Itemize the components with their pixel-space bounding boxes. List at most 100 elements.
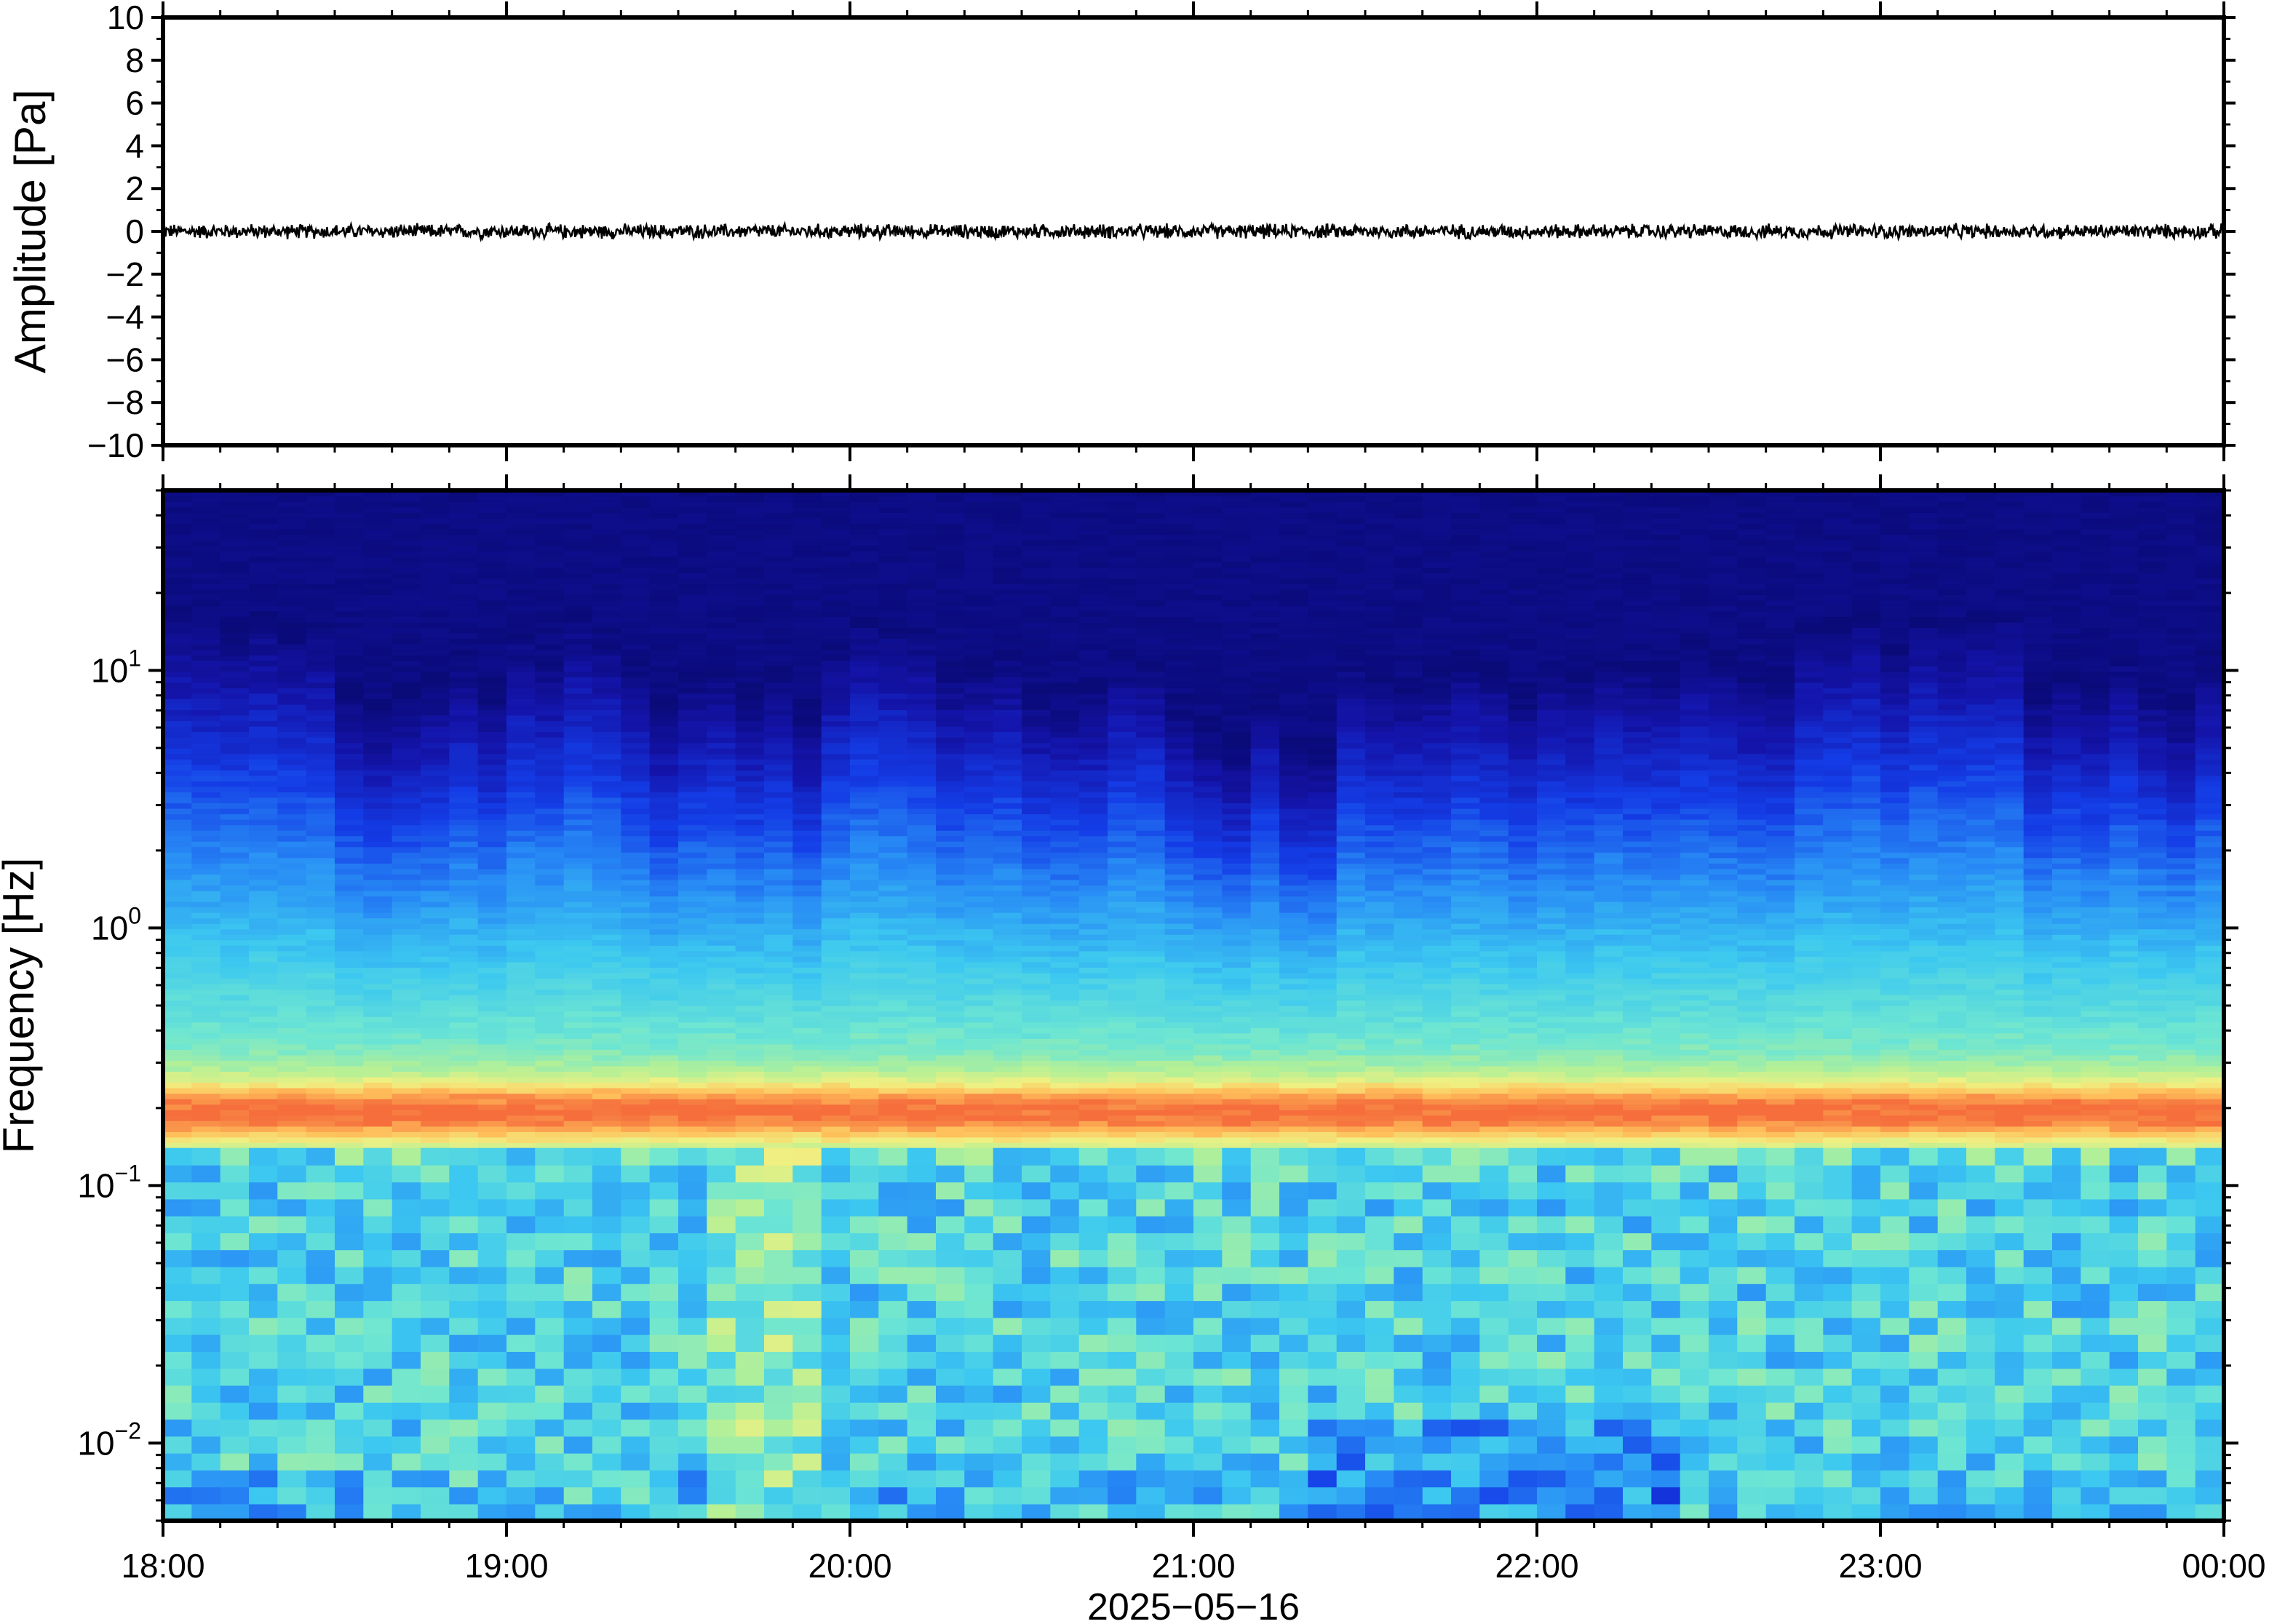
spectrogram-cell <box>421 677 450 683</box>
spectrogram-cell <box>1022 594 1052 601</box>
spectrogram-cell <box>649 1137 679 1143</box>
spectrogram-cell <box>964 501 994 508</box>
spectrogram-cell <box>907 950 937 957</box>
spectrogram-cell <box>535 1076 565 1083</box>
spectrogram-cell <box>621 1300 651 1318</box>
spectrogram-cell <box>220 610 250 617</box>
spectrogram-cell <box>306 857 335 864</box>
spectrogram-cell <box>449 512 479 519</box>
spectrogram-cell <box>907 967 937 974</box>
spectrogram-cell <box>764 923 794 930</box>
spectrogram-cell <box>792 1121 822 1127</box>
spectrogram-cell <box>707 792 736 798</box>
spectrogram-cell <box>964 1054 994 1061</box>
spectrogram-cell <box>477 868 507 875</box>
spectrogram-cell <box>735 764 765 771</box>
spectrogram-cell <box>363 1470 393 1488</box>
spectrogram-cell <box>592 829 622 837</box>
spectrogram-cell <box>1108 1137 1137 1143</box>
spectrogram-cell <box>163 1317 193 1335</box>
spectrogram-cell <box>506 989 536 995</box>
spectrogram-cell <box>191 819 221 826</box>
spectrogram-cell <box>506 1215 536 1233</box>
spectrogram-cell <box>1050 846 1080 853</box>
spectrogram-cell <box>392 983 421 990</box>
spectrogram-cell <box>277 682 307 688</box>
spectrogram-cell <box>363 490 393 497</box>
spectrogram-cell <box>621 775 651 781</box>
spectrogram-cell <box>993 808 1022 815</box>
spectrogram-cell <box>735 1087 765 1094</box>
spectrogram-cell <box>1136 1098 1166 1105</box>
spectrogram-cell <box>821 742 851 749</box>
spectrogram-cell <box>964 594 994 601</box>
spectrogram-cell <box>621 945 651 952</box>
spectrogram-cell <box>936 1104 966 1110</box>
spectrogram-cell <box>993 1054 1022 1061</box>
spectrogram-cell <box>392 693 421 699</box>
spectrogram-cell <box>707 1317 736 1335</box>
spectrogram-cell <box>249 1266 279 1284</box>
spectrogram-cell <box>649 1005 679 1012</box>
spectrogram-cell <box>392 1419 421 1437</box>
spectrogram-cell <box>1050 589 1080 595</box>
spectrogram-cell <box>249 1071 279 1078</box>
spectrogram-cell <box>449 666 479 672</box>
spectrogram-cell <box>277 720 307 727</box>
spectrogram-cell <box>363 1419 393 1437</box>
spectrogram-cell <box>649 846 679 853</box>
spectrogram-cell <box>335 868 365 875</box>
spectrogram-cell <box>220 1142 250 1149</box>
spectrogram-cell <box>1078 1115 1108 1121</box>
spectrogram-cell <box>1022 928 1052 935</box>
spectrogram-cell <box>850 1147 880 1166</box>
spectrogram-cell <box>449 928 479 935</box>
spectrogram-cell <box>850 715 880 722</box>
spectrogram-cell <box>1050 775 1080 781</box>
spectrogram-cell <box>964 1351 994 1369</box>
spectrogram-cell <box>1078 1065 1108 1072</box>
spectrogram-cell <box>477 923 507 930</box>
spectrogram-cell <box>392 1215 421 1233</box>
spectrogram-cell <box>964 567 994 573</box>
spectrogram-cell <box>506 928 536 935</box>
spectrogram-cell <box>964 994 994 1001</box>
spectrogram-cell <box>678 824 708 831</box>
spectrogram-cell <box>764 1486 794 1505</box>
spectrogram-cell <box>363 1385 393 1403</box>
spectrogram-cell <box>850 950 880 957</box>
spectrogram-cell <box>907 901 937 908</box>
spectrogram-cell <box>993 632 1022 640</box>
spectrogram-cell <box>764 589 794 595</box>
spectrogram-cell <box>477 808 507 815</box>
spectrogram-cell <box>535 584 565 590</box>
spectrogram-cell <box>792 1049 822 1056</box>
spectrogram-cell <box>592 649 622 656</box>
spectrogram-cell <box>277 610 307 617</box>
spectrogram-cell <box>1108 736 1137 744</box>
spectrogram-cell <box>1050 539 1080 546</box>
spectrogram-cell <box>191 939 221 946</box>
spectrogram-cell <box>993 978 1022 984</box>
spectrogram-cell <box>649 1104 679 1110</box>
spectrogram-cell <box>1022 1032 1052 1039</box>
spectrogram-cell <box>821 781 851 787</box>
spectrogram-cell <box>621 1419 651 1437</box>
spectrogram-cell <box>277 605 307 612</box>
spectrogram-cell <box>220 1115 250 1121</box>
spectrogram-cell <box>363 874 393 880</box>
spectrogram-cell <box>707 1351 736 1369</box>
spectrogram-cell <box>621 983 651 990</box>
spectrogram-cell <box>792 1385 822 1403</box>
spectrogram-cell <box>363 978 393 984</box>
spectrogram-cell <box>1108 731 1137 738</box>
spectrogram-cell <box>191 770 221 776</box>
spectrogram-cell <box>563 1076 593 1083</box>
spectrogram-cell <box>306 1249 335 1267</box>
spectrogram-cell <box>1050 523 1080 530</box>
spectrogram-cell <box>850 528 880 535</box>
spectrogram-cell <box>792 956 822 963</box>
spectrogram-cell <box>964 1300 994 1318</box>
spectrogram-cell <box>191 1147 221 1166</box>
